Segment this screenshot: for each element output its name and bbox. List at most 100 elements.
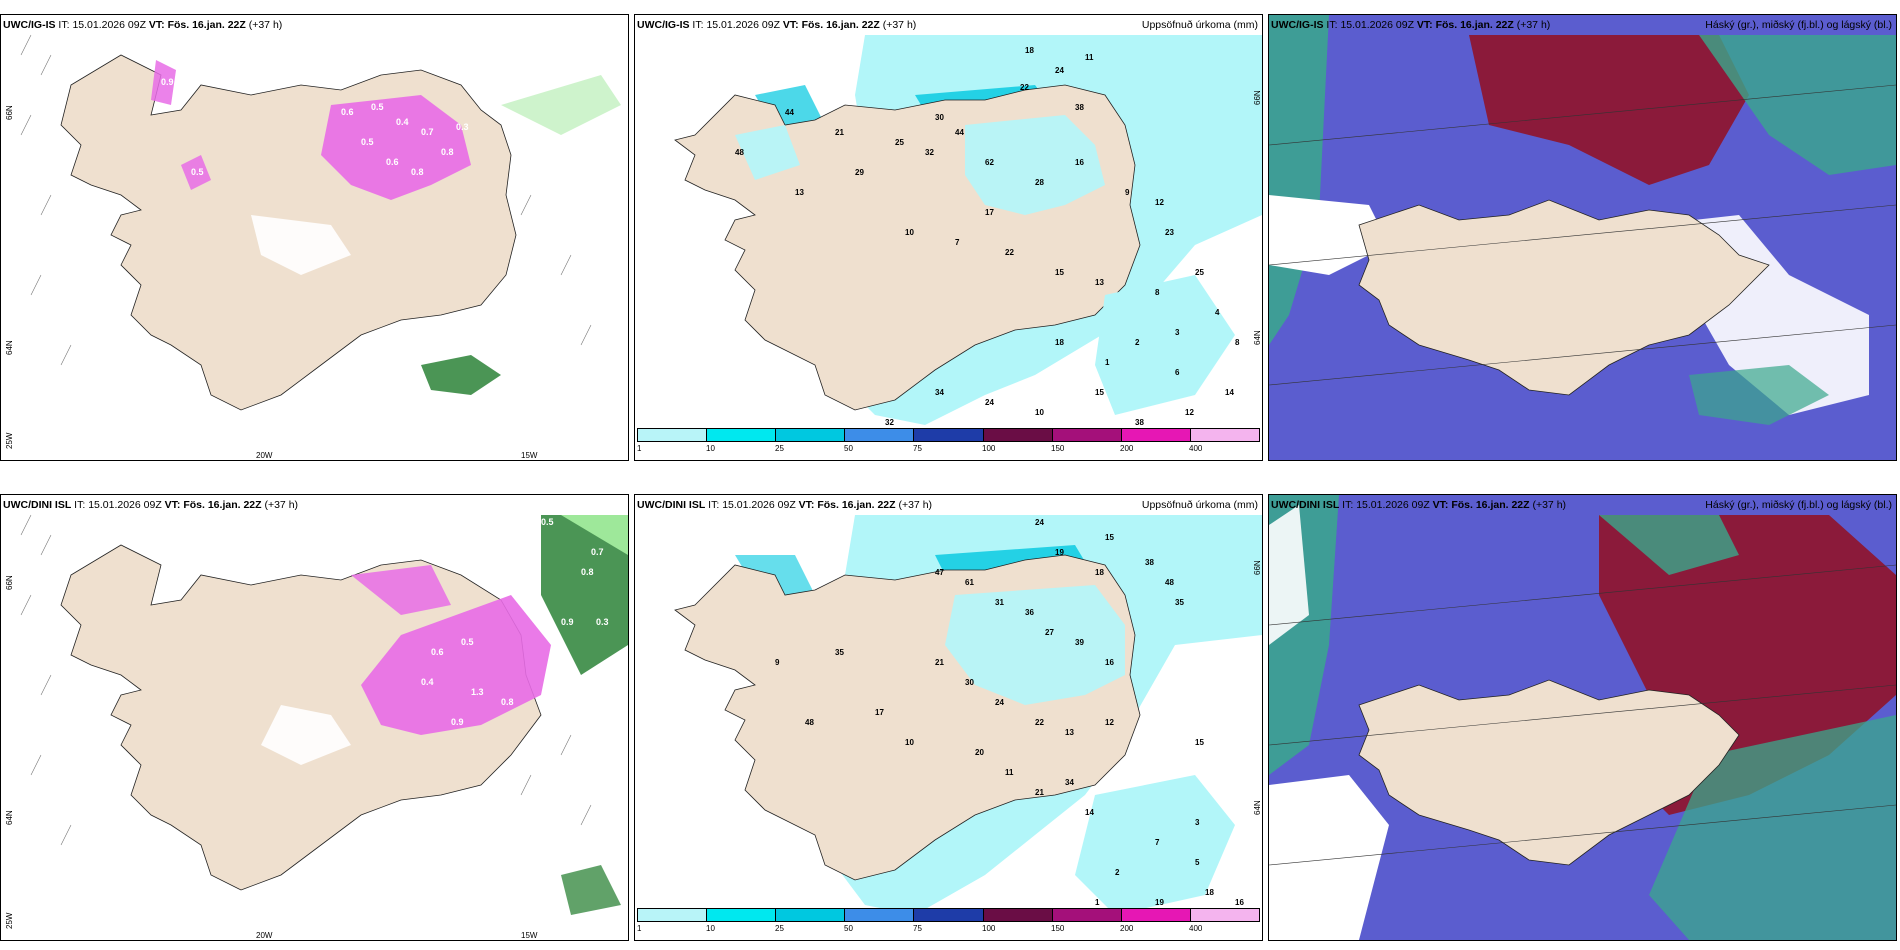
legend-swatch — [914, 909, 983, 921]
legend-swatch — [845, 909, 914, 921]
map-value-label: 47 — [935, 568, 944, 577]
map-value-label: 44 — [955, 128, 964, 137]
map-value-label: 23 — [1165, 228, 1174, 237]
map-value-label: 0.8 — [581, 567, 594, 577]
map-panel-ig-snow: 0.6 0.5 0.4 0.7 0.8 0.5 0.6 0.8 0.9 0.5 0.3 UWC/IG… — [0, 14, 629, 461]
legend-label: 25 — [775, 924, 784, 933]
map-value-label: 14 — [1225, 388, 1234, 397]
map-value-label: 38 — [1075, 103, 1084, 112]
precip-legend: 1 10 25 50 75 100 150 200 400 — [637, 428, 1260, 458]
map-value-label: 17 — [985, 208, 994, 217]
legend-swatch — [776, 909, 845, 921]
map-value-label: 15 — [1195, 738, 1204, 747]
map-value-label: 35 — [835, 648, 844, 657]
panel-title: UWC/DINI ISL IT: 15.01.2026 09Z VT: Fös.… — [1271, 499, 1566, 511]
map-value-label: 7 — [955, 238, 960, 247]
map-value-label: 29 — [855, 168, 864, 177]
map-value-label: 1 — [1105, 358, 1110, 367]
map-value-label: 0.9 — [161, 77, 174, 87]
map-value-label: 0.5 — [191, 167, 204, 177]
map-panel-dini-cloud: UWC/DINI ISL IT: 15.01.2026 09Z VT: Fös.… — [1268, 494, 1897, 941]
map-panel-dini-precip: 24 19 15 18 38 48 35 47 61 31 36 27 39 16 21 30 24 22 13 12… — [634, 494, 1263, 941]
legend-swatch — [1122, 909, 1191, 921]
map-value-label: 12 — [1105, 718, 1114, 727]
panel-title: UWC/DINI ISL IT: 15.01.2026 09Z VT: Fös.… — [637, 499, 932, 511]
map-value-label: 24 — [1035, 518, 1044, 527]
lat-label: 64N — [1253, 800, 1262, 815]
legend-swatch — [914, 429, 983, 441]
map-value-label: 16 — [1235, 898, 1244, 907]
map-value-label: 34 — [1065, 778, 1074, 787]
lon-label: 15W — [521, 451, 537, 460]
precip-legend: 1 10 25 50 75 100 150 200 400 — [637, 908, 1260, 938]
map-value-label: 1.3 — [471, 687, 484, 697]
legend-label: 10 — [706, 444, 715, 453]
map-value-label: 61 — [965, 578, 974, 587]
legend-swatch — [984, 909, 1053, 921]
map-value-label: 21 — [935, 658, 944, 667]
lat-label: 66N — [1253, 560, 1262, 575]
map-value-label: 22 — [1005, 248, 1014, 257]
map-value-label: 32 — [925, 148, 934, 157]
cloud-map — [1269, 495, 1896, 940]
map-panel-ig-cloud: UWC/IG-IS IT: 15.01.2026 09Z VT: Fös. 16… — [1268, 14, 1897, 461]
lon-label: 20W — [256, 451, 272, 460]
snow-map: 0.6 0.5 0.4 0.7 0.8 0.5 0.6 0.8 0.9 0.5 0.3 — [1, 15, 628, 460]
map-value-label: 36 — [1025, 608, 1034, 617]
map-value-label: 14 — [1085, 808, 1094, 817]
legend-label: 50 — [844, 444, 853, 453]
map-value-label: 0.8 — [501, 697, 514, 707]
legend-label: 75 — [913, 444, 922, 453]
map-value-label: 0.5 — [371, 102, 384, 112]
legend-label: 150 — [1051, 924, 1064, 933]
map-value-label: 0.4 — [421, 677, 434, 687]
map-value-label: 25 — [1195, 268, 1204, 277]
legend-label: 100 — [982, 444, 995, 453]
map-value-label: 2 — [1135, 338, 1140, 347]
map-value-label: 18 — [1205, 888, 1214, 897]
map-value-label: 1 — [1095, 898, 1100, 907]
panel-right-title: Uppsöfnuð úrkoma (mm) — [1142, 19, 1258, 31]
map-value-label: 2 — [1115, 868, 1120, 877]
legend-swatch — [707, 429, 776, 441]
map-value-label: 19 — [1155, 898, 1164, 907]
map-value-label: 13 — [1095, 278, 1104, 287]
map-value-label: 30 — [935, 113, 944, 122]
map-value-label: 31 — [995, 598, 1004, 607]
map-value-label: 48 — [1165, 578, 1174, 587]
map-value-label: 0.3 — [456, 122, 469, 132]
map-value-label: 24 — [995, 698, 1004, 707]
map-value-label: 9 — [775, 658, 780, 667]
map-value-label: 13 — [795, 188, 804, 197]
map-value-label: 17 — [875, 708, 884, 717]
map-value-label: 15 — [1095, 388, 1104, 397]
precip-map: 1824112238304432622816912234448211329251… — [635, 15, 1262, 460]
map-value-label: 22 — [1020, 83, 1029, 92]
lat-label: 64N — [1253, 330, 1262, 345]
legend-label: 200 — [1120, 924, 1133, 933]
map-value-label: 10 — [905, 738, 914, 747]
map-value-label: 30 — [965, 678, 974, 687]
map-value-label: 27 — [1045, 628, 1054, 637]
map-value-label: 0.5 — [361, 137, 374, 147]
legend-label: 200 — [1120, 444, 1133, 453]
map-value-label: 48 — [805, 718, 814, 727]
map-value-label: 12 — [1185, 408, 1194, 417]
map-value-label: 0.7 — [421, 127, 434, 137]
panel-title: UWC/IG-IS IT: 15.01.2026 09Z VT: Fös. 16… — [637, 19, 916, 31]
map-value-label: 20 — [975, 748, 984, 757]
map-value-label: 4 — [1215, 308, 1220, 317]
map-value-label: 38 — [1145, 558, 1154, 567]
map-value-label: 21 — [1035, 788, 1044, 797]
map-value-label: 34 — [935, 388, 944, 397]
map-value-label: 0.9 — [561, 617, 574, 627]
map-value-label: 25 — [895, 138, 904, 147]
precip-map: 2419151838483547613136273916213024221312… — [635, 495, 1262, 940]
legend-swatch — [1122, 429, 1191, 441]
map-value-label: 11 — [1005, 768, 1014, 777]
map-value-label: 48 — [735, 148, 744, 157]
map-value-label: 35 — [1175, 598, 1184, 607]
lat-label: 64N — [5, 810, 14, 825]
map-value-label: 12 — [1155, 198, 1164, 207]
legend-colorbar — [637, 908, 1260, 922]
